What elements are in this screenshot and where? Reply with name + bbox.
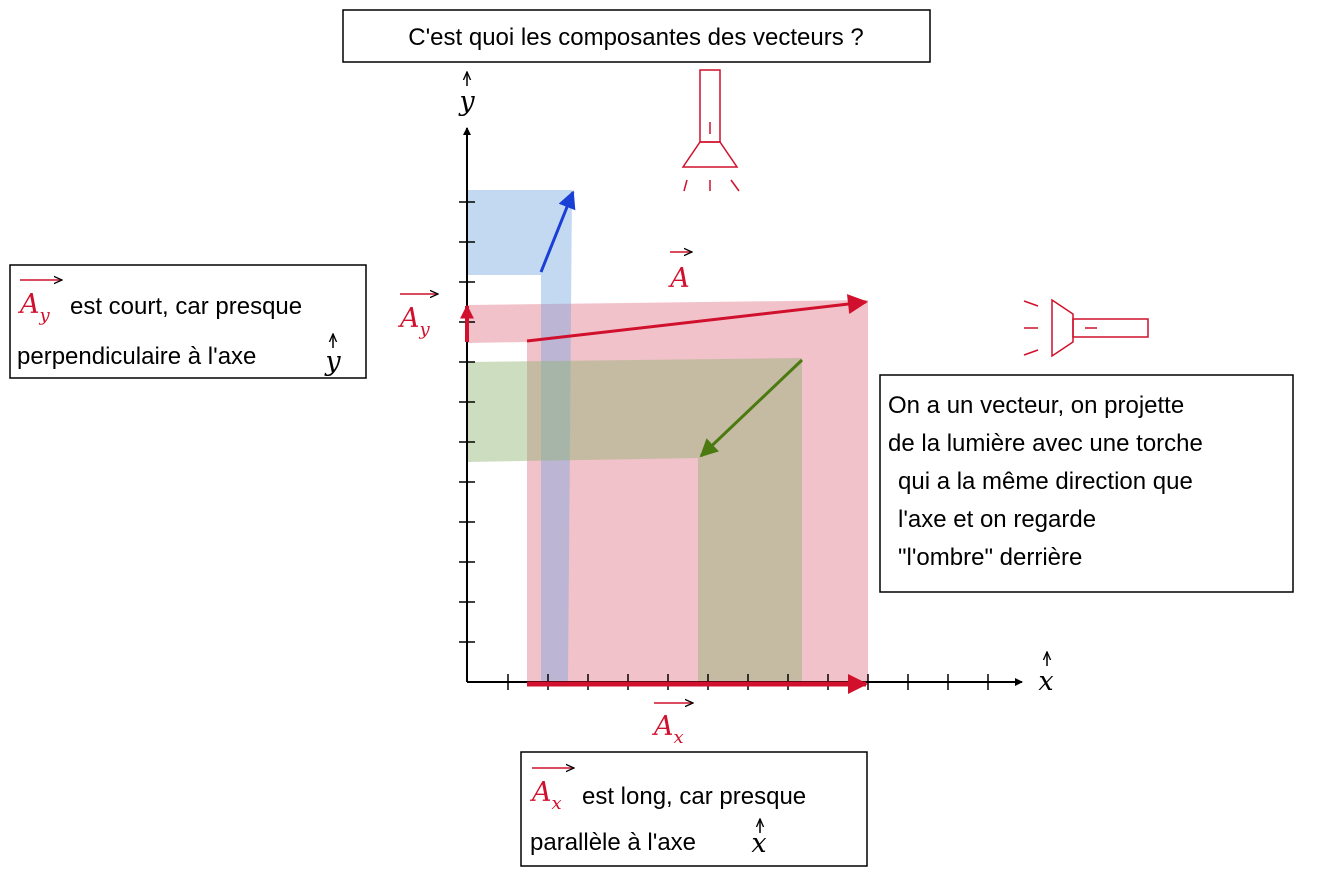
svg-text:Ax: Ax	[651, 711, 684, 748]
a-label: A	[667, 263, 690, 294]
y-label: y	[458, 86, 475, 117]
explanation-box	[879, 374, 1294, 593]
note-bottom-line1: est long, car presque	[582, 783, 806, 810]
note-left-axis-label: y	[324, 346, 341, 377]
vector-a	[526, 294, 868, 343]
note-bottom-axis-label: x	[751, 828, 766, 859]
explanation-line: de la lumière avec une torche	[888, 430, 1203, 457]
blue-shadow	[467, 190, 572, 682]
red-shadow	[467, 300, 868, 682]
title: C'est quoi les composantes des vecteurs …	[408, 24, 863, 51]
note-left-line2: perpendiculaire à l'axe	[17, 343, 256, 370]
note-bottom-line2: parallèle à l'axe	[530, 829, 696, 856]
svg-text:Ax: Ax	[529, 777, 562, 814]
svg-text:Ay: Ay	[17, 289, 51, 326]
label-ay: Ay	[397, 294, 438, 340]
torch-top	[681, 69, 740, 192]
y-axis-label: y	[458, 72, 475, 117]
ax-sub: x	[674, 727, 684, 748]
note-left-vector: Ay	[17, 280, 62, 326]
svg-text:Ay: Ay	[397, 303, 431, 340]
explanation: On a un vecteur, on projette de la lumièr…	[888, 392, 1203, 571]
label-ax: Ax	[651, 703, 693, 748]
torch-right	[1023, 298, 1149, 358]
x-label: x	[1038, 666, 1053, 697]
x-axis-label: x	[1038, 652, 1054, 697]
explanation-line: "l'ombre" derrière	[898, 544, 1082, 571]
note-bottom-vector: Ax	[529, 768, 574, 814]
explanation-line: l'axe et on regarde	[898, 506, 1096, 533]
vector-green	[699, 358, 804, 458]
note-left-base: A	[17, 289, 40, 320]
note-bottom-box	[520, 751, 868, 867]
ay-sub: y	[419, 319, 431, 340]
note-left-line1: est court, car presque	[70, 293, 302, 320]
vector-blue	[539, 190, 576, 273]
ax-base: A	[651, 711, 674, 742]
label-a: A	[667, 252, 692, 294]
note-bottom-base: A	[529, 777, 552, 808]
note-bottom-axis: x	[751, 819, 767, 859]
explanation-line: qui a la même direction que	[898, 468, 1193, 495]
note-left-axis: y	[324, 334, 341, 377]
ay-base: A	[397, 303, 420, 334]
note-left-box	[9, 264, 367, 379]
explanation-line: On a un vecteur, on projette	[888, 392, 1184, 419]
note-left-sub: y	[39, 305, 51, 326]
title-box	[342, 9, 931, 63]
note-bottom-sub: x	[552, 793, 562, 814]
